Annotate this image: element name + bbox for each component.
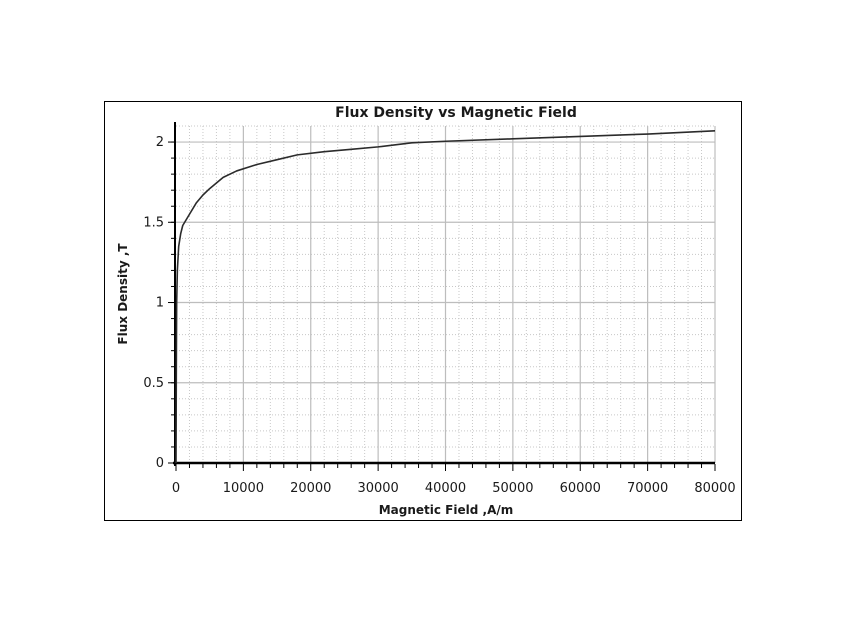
x-tick-label: 70000 [627, 481, 668, 496]
x-tick-label: 80000 [694, 481, 735, 496]
x-tick-label: 40000 [425, 481, 466, 496]
y-tick-label: 1 [156, 296, 164, 311]
y-tick-label: 0.5 [143, 376, 164, 391]
tick-labels: 0 0.5 1 1.5 2 0 10000 20000 30000 40000 50000 60000… [143, 135, 735, 496]
chart-title: Flux Density vs Magnetic Field [335, 105, 577, 121]
flux-density-chart: 0 0.5 1 1.5 2 0 10000 20000 30000 40000 50000 60000… [116, 105, 736, 517]
x-tick-label: 20000 [290, 481, 331, 496]
y-tick-label: 2 [156, 135, 164, 150]
x-tick-label: 10000 [223, 481, 264, 496]
x-tick-label: 50000 [492, 481, 533, 496]
x-tick-label: 60000 [560, 481, 601, 496]
x-axis-label: Magnetic Field ,A/m [379, 503, 514, 517]
y-tick-label: 1.5 [143, 215, 164, 230]
axes [168, 122, 716, 471]
y-tick-label: 0 [156, 456, 164, 471]
grid [176, 125, 716, 463]
x-tick-label: 30000 [357, 481, 398, 496]
x-tick-label: 0 [172, 481, 180, 496]
series [175, 130, 716, 464]
y-axis-label: Flux Density ,T [116, 243, 130, 345]
chart-frame: 0 0.5 1 1.5 2 0 10000 20000 30000 40000 50000 60000… [104, 101, 742, 521]
series-line-0 [175, 130, 716, 464]
